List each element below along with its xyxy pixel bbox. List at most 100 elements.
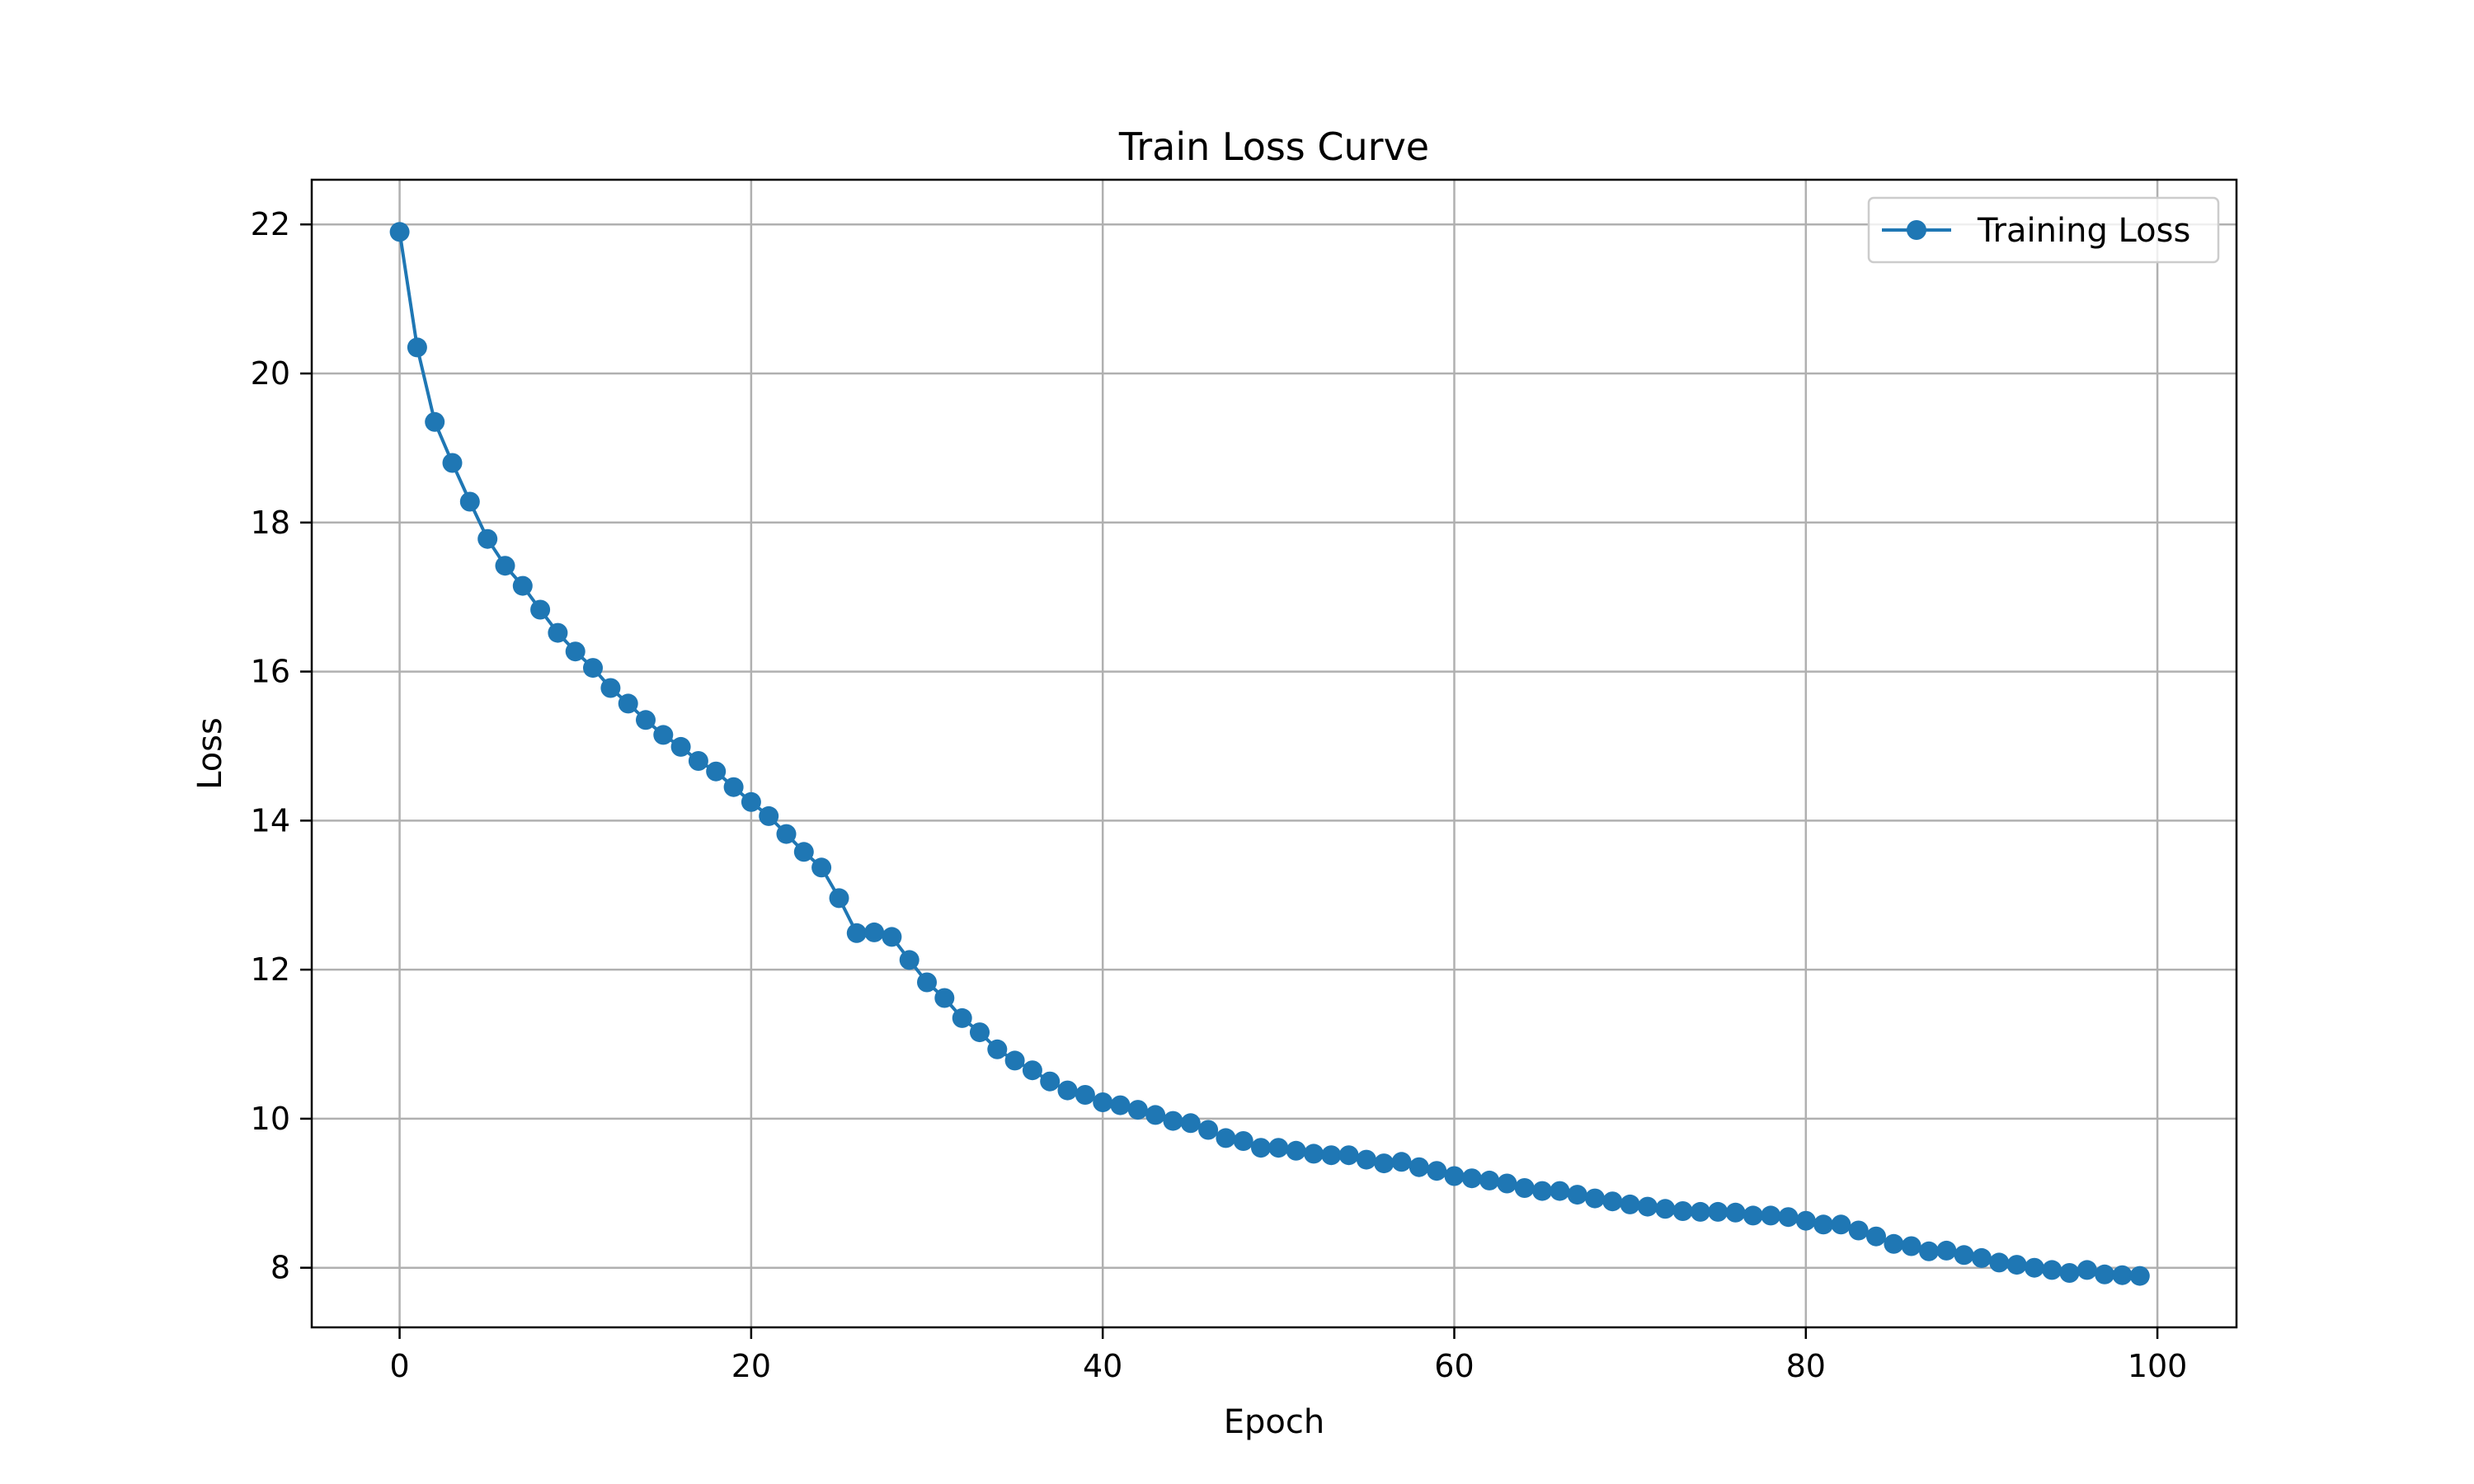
data-point [1901, 1236, 1921, 1256]
data-point [811, 857, 832, 878]
x-axis-label: Epoch [1224, 1403, 1324, 1441]
y-tick-label: 12 [251, 951, 290, 988]
x-tick-label: 40 [1083, 1348, 1122, 1384]
data-point [1427, 1161, 1447, 1181]
data-point [1778, 1207, 1799, 1228]
data-point [2129, 1266, 2150, 1286]
grid-lines [312, 180, 2236, 1327]
data-point [1304, 1144, 1324, 1164]
data-point [1374, 1153, 1395, 1174]
data-point [653, 725, 674, 745]
data-point [636, 710, 656, 730]
data-point [1338, 1145, 1359, 1166]
data-point [1795, 1210, 1816, 1231]
data-point [1743, 1205, 1763, 1226]
data-point [688, 751, 708, 771]
plot-area [389, 222, 2150, 1286]
data-point [459, 491, 480, 512]
data-point [882, 927, 902, 947]
data-point [1567, 1185, 1587, 1205]
legend-box [1867, 196, 2220, 264]
data-point [1163, 1111, 1183, 1131]
data-point [952, 1007, 972, 1028]
y-tick-label: 8 [270, 1250, 290, 1286]
data-point [1725, 1202, 1746, 1223]
data-point [1093, 1092, 1113, 1112]
data-point [1075, 1085, 1095, 1105]
y-tick-label: 20 [251, 355, 290, 392]
data-point [1813, 1214, 1834, 1235]
data-point [1409, 1157, 1429, 1177]
data-point [2112, 1265, 2133, 1285]
data-point [1286, 1140, 1306, 1161]
y-axis-label: Loss [191, 717, 229, 790]
data-point [987, 1039, 1008, 1059]
data-point [2042, 1260, 2062, 1280]
data-point [389, 222, 410, 242]
data-point [1321, 1145, 1342, 1166]
x-tick-label: 100 [2128, 1348, 2188, 1384]
data-point [670, 736, 691, 757]
data-point [759, 805, 779, 826]
legend-label: Training Loss [1977, 212, 2190, 250]
data-point [1866, 1226, 1886, 1247]
data-point [899, 950, 920, 970]
data-point [2024, 1257, 2044, 1278]
y-tick-label: 10 [251, 1101, 290, 1137]
data-point [1884, 1233, 1904, 1254]
data-point [565, 641, 586, 662]
x-tick-label: 80 [1786, 1348, 1826, 1384]
data-point [1585, 1188, 1605, 1209]
axes-frame [310, 178, 2238, 1329]
data-point [1022, 1060, 1042, 1081]
data-point [1110, 1095, 1131, 1115]
data-point [530, 599, 551, 620]
data-point [1216, 1128, 1236, 1148]
data-point [600, 678, 621, 698]
data-point [1004, 1050, 1025, 1071]
data-point [2095, 1264, 2115, 1284]
data-point [1198, 1120, 1219, 1140]
data-point [1461, 1168, 1482, 1189]
data-point [1479, 1170, 1500, 1190]
data-point [2077, 1260, 2097, 1280]
data-point [1251, 1138, 1271, 1158]
data-point [583, 658, 603, 679]
data-point [1954, 1245, 1974, 1266]
data-point [1040, 1071, 1061, 1092]
legend: Training Loss [1867, 196, 2220, 264]
data-point [1514, 1178, 1535, 1198]
data-point [1444, 1166, 1465, 1186]
data-point [934, 988, 955, 1008]
data-point [548, 622, 568, 643]
data-point [723, 777, 744, 797]
data-point [1057, 1080, 1078, 1101]
y-tick-label: 16 [251, 654, 290, 690]
data-point [706, 761, 727, 782]
data-point [425, 411, 445, 432]
data-point [618, 693, 638, 714]
x-tick-label: 20 [731, 1348, 771, 1384]
data-point [1145, 1105, 1166, 1125]
data-point [2006, 1255, 2027, 1275]
data-point [442, 453, 463, 473]
data-point [1708, 1201, 1729, 1222]
data-point [1233, 1131, 1253, 1151]
y-tick-label: 22 [251, 206, 290, 242]
data-point [1831, 1214, 1851, 1235]
data-point [1127, 1100, 1148, 1120]
axis-ticks: 0 20 40 60 80 100 8 10 12 14 16 18 20 22 [251, 206, 2188, 1384]
data-point [1690, 1201, 1710, 1222]
data-point [1620, 1194, 1640, 1214]
data-point [512, 575, 533, 596]
data-point [1919, 1241, 1939, 1261]
data-point [2059, 1263, 2080, 1283]
data-point [970, 1022, 990, 1043]
data-point [776, 824, 797, 844]
data-point [1391, 1152, 1412, 1172]
data-point [917, 972, 937, 993]
data-point [1497, 1173, 1517, 1194]
data-point [1550, 1181, 1570, 1201]
data-point [1936, 1240, 1957, 1261]
x-tick-label: 0 [389, 1348, 409, 1384]
